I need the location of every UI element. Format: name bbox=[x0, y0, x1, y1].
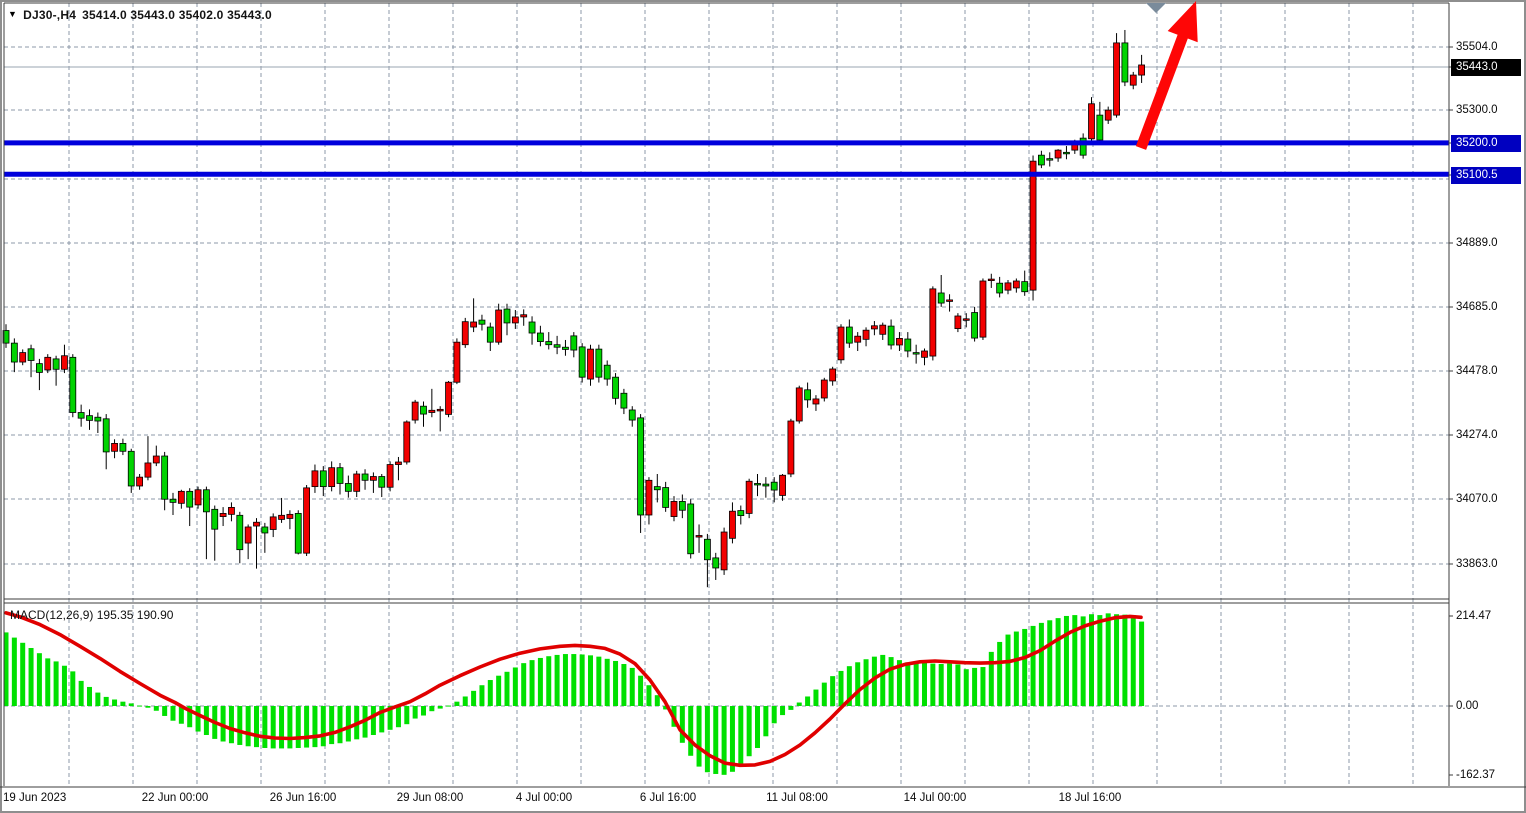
candles-layer bbox=[2, 29, 1145, 588]
pane-borders bbox=[0, 2, 1526, 788]
time-axis-label: 14 Jul 00:00 bbox=[903, 792, 967, 804]
chart-shift-marker-icon[interactable] bbox=[1146, 3, 1166, 13]
price-axis[interactable]: 35504.0 35443.0 35300.0 35200.0 35100.5 34889… bbox=[1450, 0, 1526, 813]
support-line-price-label: 35100.5 bbox=[1451, 166, 1521, 184]
price-axis-label: 34889.0 bbox=[1456, 237, 1498, 249]
macd-indicator-label: MACD(12,26,9) 195.35 190.90 bbox=[10, 608, 174, 622]
symbol-header: ▼ DJ30-,H4 35414.0 35443.0 35402.0 35443… bbox=[8, 8, 272, 22]
price-axis-label: 34478.0 bbox=[1456, 365, 1498, 377]
time-axis-label: 22 Jun 00:00 bbox=[141, 792, 209, 804]
price-axis-label: 34070.0 bbox=[1456, 493, 1498, 505]
price-axis-label: -162.37 bbox=[1456, 769, 1496, 781]
price-axis-label: 0.00 bbox=[1456, 700, 1479, 712]
time-axis[interactable]: 19 Jun 2023 22 Jun 00:00 26 Jun 16:00 29 Ju… bbox=[0, 789, 1526, 813]
bullish-arrow-object[interactable] bbox=[1135, 1, 1198, 150]
time-axis-label: 4 Jul 00:00 bbox=[515, 792, 573, 804]
price-axis-label: 214.47 bbox=[1456, 610, 1492, 622]
support-line-price-label: 35200.0 bbox=[1451, 134, 1521, 152]
macd-signal-value: 190.90 bbox=[136, 608, 174, 622]
ohlc-values: 35414.0 35443.0 35402.0 35443.0 bbox=[82, 8, 272, 22]
time-axis-label: 26 Jun 16:00 bbox=[269, 792, 337, 804]
macd-signal-line bbox=[4, 611, 1143, 768]
time-axis-label: 18 Jul 16:00 bbox=[1058, 792, 1122, 804]
time-axis-label: 29 Jun 08:00 bbox=[396, 792, 464, 804]
price-axis-label: 34685.0 bbox=[1456, 301, 1498, 313]
time-axis-label: 19 Jun 2023 bbox=[3, 792, 67, 804]
bid-price-label: 35443.0 bbox=[1451, 58, 1521, 76]
price-axis-label: 35300.0 bbox=[1456, 104, 1498, 116]
price-axis-label: 35504.0 bbox=[1456, 41, 1498, 53]
gridlines bbox=[4, 3, 1449, 786]
time-axis-label: 6 Jul 16:00 bbox=[639, 792, 697, 804]
macd-layer bbox=[3, 611, 1145, 775]
time-axis-label: 11 Jul 08:00 bbox=[766, 792, 828, 804]
price-axis-label: 33863.0 bbox=[1456, 558, 1498, 570]
symbol-period-label: DJ30-,H4 bbox=[23, 8, 77, 22]
price-axis-label: 34274.0 bbox=[1456, 429, 1498, 441]
macd-main-value: 195.35 bbox=[96, 608, 134, 622]
symbol-dropdown-icon[interactable]: ▼ bbox=[8, 9, 18, 19]
